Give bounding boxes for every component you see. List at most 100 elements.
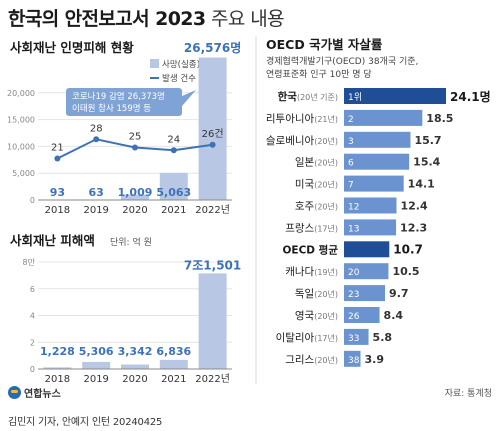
chart1-annotation-box [66, 88, 182, 116]
chart3-value-label: 3.9 [365, 353, 385, 366]
source-note: 자료: 통계청 [444, 389, 492, 399]
chart3-country-name: 리투아니아 [266, 113, 315, 125]
logo: 연합뉴스 [8, 385, 61, 400]
chart1-x-tick: 2020 [122, 205, 147, 216]
chart3-country-year: (20년) [314, 202, 338, 212]
chart3-country-year: (20년) [314, 311, 338, 321]
chart3-country-name: 독일 [295, 287, 314, 300]
chart2-bar [159, 359, 188, 369]
chart1-x-tick: 2018 [45, 205, 70, 216]
chart3-rank: 33 [348, 334, 359, 344]
chart2-x-tick: 2022년 [195, 373, 230, 385]
chart3-country-label: 리투아니아(21년) [266, 113, 338, 125]
chart2-y-tick: 0 [30, 365, 35, 374]
chart3-country-name: 이탈리아 [276, 331, 315, 344]
chart3-value-label: 12.4 [400, 200, 427, 213]
chart3-country-label: 한국(20년 기준) [278, 90, 338, 103]
chart3-country-year: (20년 기준) [297, 92, 338, 102]
chart3-bar [344, 197, 397, 214]
chart3-country-name: 그리스 [285, 354, 314, 366]
chart3-rank: 26 [348, 312, 360, 322]
chart1-legend: 사망(실종)자발생 건수 [150, 59, 208, 84]
chart3-country-year: (20년) [314, 158, 338, 168]
chart1-line-point [54, 155, 61, 162]
chart1-line-label: 28 [90, 123, 103, 134]
chart3-bar [344, 241, 390, 258]
chart1-bar [159, 172, 188, 200]
chart3-country-name: 호주 [295, 201, 315, 213]
chart1-y-tick: 5,000 [12, 169, 35, 178]
chart3-bar [344, 350, 361, 367]
chart1-bar [121, 194, 149, 200]
chart3-country-year: (17년) [314, 333, 338, 343]
chart2-bar-label: 1,228 [40, 345, 75, 358]
chart3-value-label: 18.5 [426, 112, 453, 125]
chart3-rank: 12 [348, 203, 359, 213]
chart3-rank: 6 [348, 159, 354, 169]
chart1-annotation-pointer [182, 90, 196, 106]
chart1-bar-label: 1,009 [118, 186, 153, 199]
chart3-country-year: (20년) [314, 136, 338, 146]
chart3-country-name: 프랑스 [285, 222, 314, 234]
chart3-country-label: 일본(20년) [295, 156, 338, 169]
chart3-rank: 2 [348, 115, 354, 125]
title-bold: 한국의 안전보고서 2023 [8, 8, 206, 30]
chart2-bar [121, 364, 149, 369]
chart3-title: OECD 국가별 자살률 [266, 37, 383, 52]
chart3-country-name: OECD 평균 [283, 243, 339, 256]
chart3-rank: 23 [348, 290, 359, 300]
chart1-x-axis: 2018 2019 2020 2021 2022년 [38, 199, 232, 216]
chart3-country-label: 캐나다(19년) [285, 266, 338, 278]
byline: 김민지 기자, 안예지 인턴 20240425 [8, 417, 163, 428]
chart3-country-label: 슬로베니아(20년) [266, 135, 338, 147]
chart2-bar-label: 3,342 [118, 345, 153, 358]
legend-line-label: 발생 건수 [162, 73, 196, 84]
chart3-bar [344, 285, 386, 302]
chart2-x-tick: 2021 [161, 374, 186, 385]
chart1-bar-label: 63 [89, 186, 104, 199]
chart2-bar-label: 6,836 [156, 345, 191, 358]
chart3-value-label: 12.3 [400, 221, 427, 234]
chart3-bar [344, 109, 423, 126]
chart3-value-label: 10.5 [392, 265, 419, 278]
chart2-y-tick: 8만 [23, 258, 36, 267]
chart2-y-tick: 2 [30, 338, 35, 347]
chart3-country-year: (21년) [314, 114, 338, 124]
chart2-y-tick: 4 [30, 312, 35, 321]
chart3-country-name: 한국 [278, 90, 298, 103]
chart3-subtitle-line2: 연령표준화 인구 10만 명 당 [266, 68, 372, 80]
chart1-bar-label: 93 [50, 186, 65, 199]
chart3-country-label: 독일(20년) [295, 287, 338, 300]
chart3-rank: 1위 [348, 92, 362, 103]
chart3-country-label: 호주(20년) [295, 201, 338, 213]
chart3-country-year: (17년) [314, 223, 338, 233]
chart3-bar [344, 175, 404, 192]
chart1-line-label: 24 [167, 134, 180, 145]
chart3-rank: 13 [348, 224, 359, 234]
chart3-country-name: 미국 [295, 179, 315, 191]
page-title: 한국의 안전보고서 2023 주요 내용 [8, 4, 285, 31]
chart1-line-point [170, 147, 177, 154]
chart3-rank: 3 [348, 137, 354, 147]
chart3-country-label: OECD 평균 [283, 243, 339, 256]
chart3-country-name: 영국 [295, 310, 315, 322]
chart3-value-label: 8.4 [384, 309, 404, 322]
chart3-value-label: 9.7 [389, 287, 409, 300]
chart3-country-label: 이탈리아(17년) [276, 331, 338, 344]
chart1-bar [198, 57, 227, 200]
chart3-bar [344, 328, 369, 345]
chart1-annotation-text: 이태원 참사 159명 등 [72, 103, 151, 114]
title-light: 주요 내용 [205, 8, 285, 30]
chart3-bar [344, 307, 380, 323]
chart1-x-tick: 2021 [161, 205, 186, 216]
chart1-bar-label: 26,576명 [184, 41, 241, 55]
logo-icon [8, 386, 21, 399]
chart2-bar [43, 367, 72, 369]
chart3-country-label: 프랑스(17년) [285, 222, 338, 234]
chart1-x-tick: 2022년 [195, 204, 230, 216]
chart1-y-tick: 15,000 [7, 116, 35, 125]
chart3-rank: 38 [348, 356, 360, 366]
